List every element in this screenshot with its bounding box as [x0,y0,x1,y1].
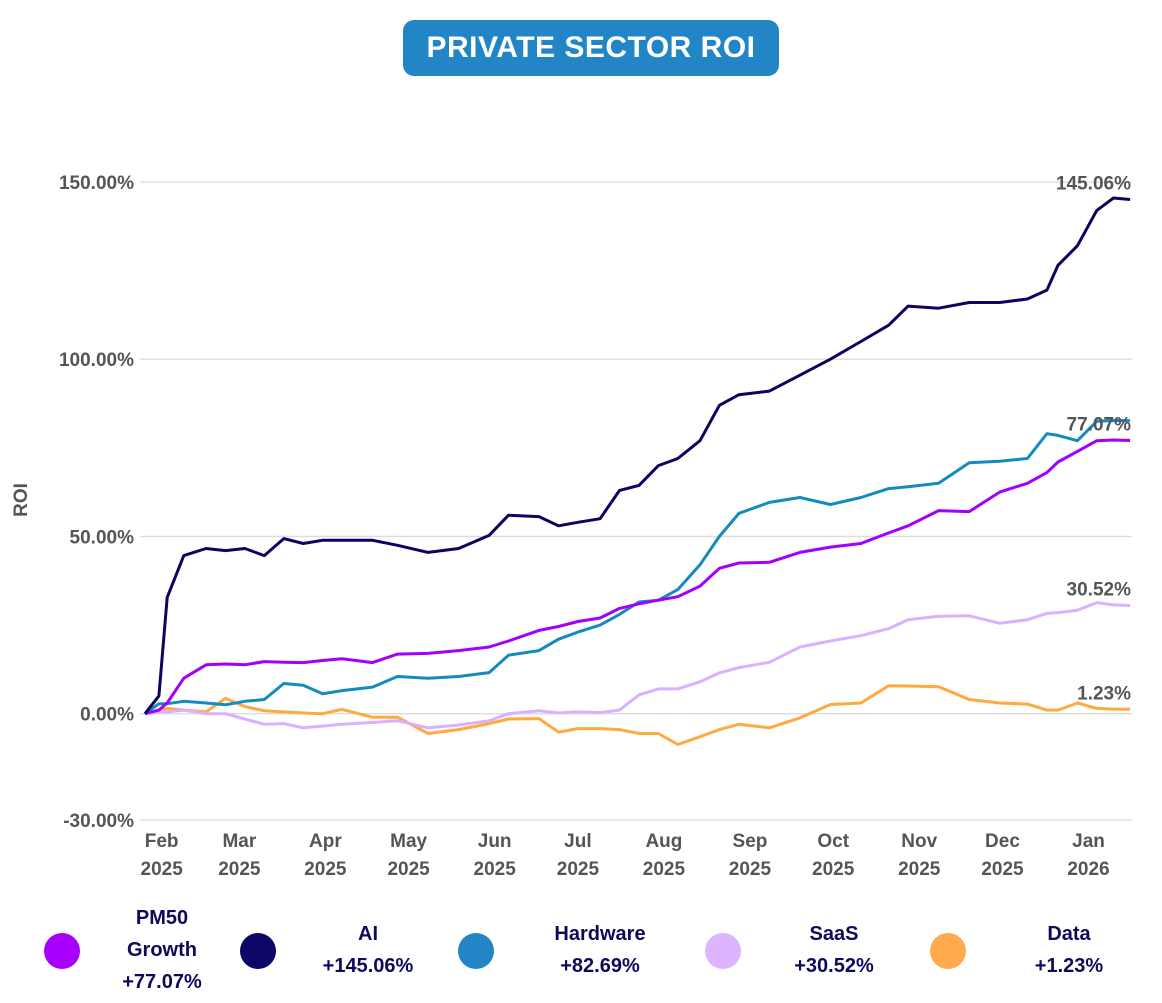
legend-line: +82.69% [560,955,640,977]
legend-label: Data +1.23% [989,905,1149,995]
series-line-saas [144,601,1131,730]
y-tick-label: 150.00% [59,173,134,194]
series-line-hardware [144,419,1131,715]
legend-line: +30.52% [794,955,874,977]
x-tick-month: Sep [733,831,768,852]
end-labels: 77.07% 145.06% 30.52% 1.23% [1056,174,1131,705]
y-tick-label: 50.00% [70,527,135,548]
x-tick-year: 2025 [557,859,600,880]
end-label: 1.23% [1077,683,1131,704]
x-tick-year: 2025 [729,859,772,880]
x-tick-month: May [390,831,427,852]
series-line-ai [143,196,1131,715]
x-tick-year: 2025 [643,859,686,880]
chart-title: PRIVATE SECTOR ROI [403,20,779,76]
series-lines [143,196,1131,746]
line-chart: 150.00% 100.00% 50.00% 0.00% -30.00% Feb 2025… [11,173,1132,880]
legend-line: Data [1047,923,1091,945]
legend-swatch [705,933,741,969]
x-tick-month: Jan [1072,831,1105,852]
legend-line: Growth [127,939,197,961]
legend-label: Hardware +82.69% [520,905,680,995]
x-tick-year: 2025 [141,859,184,880]
x-tick-year: 2025 [387,859,430,880]
legend-line: SaaS [809,923,859,945]
x-tick-year: 2025 [304,859,347,880]
legend-label: SaaS +30.52% [754,905,914,995]
x-tick-year: 2026 [1067,859,1109,880]
end-label: 30.52% [1067,579,1132,600]
y-tick-label: -30.00% [63,811,134,832]
x-tick-year: 2025 [898,859,941,880]
y-axis-label: ROI [11,483,32,517]
legend-line: +145.06% [322,955,414,977]
legend-line: +77.07% [122,971,202,993]
legend-swatch [240,933,276,969]
x-tick-year: 2025 [218,859,261,880]
legend-line: +1.23% [1034,955,1104,977]
x-tick-month: Jul [564,831,591,852]
x-tick-month: Feb [145,831,179,852]
legend-line: Hardware [554,923,646,945]
legend-label: PM50 Growth +77.07% [82,905,242,995]
x-tick-month: Jun [478,831,512,852]
x-tick-month: Oct [817,831,849,852]
end-label: 145.06% [1056,174,1131,195]
y-tick-label: 0.00% [80,705,134,726]
x-tick-month: Nov [901,831,937,852]
series-line-pm50-growth [144,438,1131,716]
legend-line: PM50 [135,907,189,929]
x-axis-ticks: Feb 2025 Mar 2025 Apr 2025 May 2025 Jun 2025 Jul 20… [141,831,1110,880]
legend-swatch [458,933,494,969]
legend-line: AI [358,923,378,945]
x-tick-month: Aug [645,831,682,852]
x-tick-month: Dec [985,831,1020,852]
x-tick-year: 2025 [981,859,1024,880]
end-label: 77.07% [1067,414,1132,435]
x-tick-year: 2025 [474,859,517,880]
x-tick-month: Apr [309,831,342,852]
legend-swatch [930,933,966,969]
y-tick-label: 100.00% [59,350,134,371]
legend-label: AI +145.06% [288,905,448,995]
legend-swatch [44,933,80,969]
series-line-data [144,684,1131,746]
x-tick-month: Mar [222,831,256,852]
y-axis-ticks: 150.00% 100.00% 50.00% 0.00% -30.00% [59,173,134,832]
x-tick-year: 2025 [812,859,855,880]
